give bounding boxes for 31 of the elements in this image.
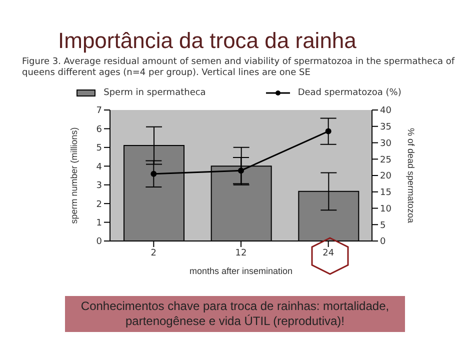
y-tick-label: 5 [96,144,102,154]
legend-label: Sperm in spermatheca [102,88,206,98]
y2-tick-label: 35 [380,122,392,133]
y-tick-label: 0 [96,237,102,248]
text: Conhecimentos chave para troca de rainhas: mortalidade, partenogênese e vida ÚTIL (reprodutiva)! [65,299,405,329]
y-tick-label: 1 [96,218,102,228]
point [238,168,244,174]
x-axis-title: months after insemination [189,266,293,276]
y-axis-title: sperm number (millions) [69,127,80,224]
point [150,170,157,177]
y-tick-label: 4 [96,162,102,172]
chart-title: Importância da troca da rainha [58,28,356,54]
y2-tick-label: 0 [380,237,386,248]
x-tick-label: 24 [322,248,334,258]
y-tick-label: 2 [96,200,102,210]
y-tick-label: 7 [96,106,102,116]
x-tick-label: 2 [150,248,157,258]
y2-tick-label: 5 [380,220,386,231]
chart-subtitle: Figure 3. Average residual amount of semen and viability of spermatozoa in the spermatheca of queens different ages (n=4 per group). Vertical lines are one SE [22,57,456,79]
y2-tick-label: 15 [380,188,392,198]
y-tick-label: 6 [96,124,102,135]
point [325,128,332,134]
y2-tick-label: 10 [380,204,392,214]
y2-tick-label: 30 [380,138,392,149]
y-tick-label: 3 [96,181,102,192]
y2-axis-title: % of dead spermatozoa [406,128,416,224]
y2-tick-label: 25 [380,155,392,166]
legend-label: Dead spermatozoa (%) [296,88,402,98]
y2-tick-label: 20 [380,172,392,182]
x-tick-label: 12 [235,248,247,258]
y2-tick-label: 40 [380,106,392,116]
